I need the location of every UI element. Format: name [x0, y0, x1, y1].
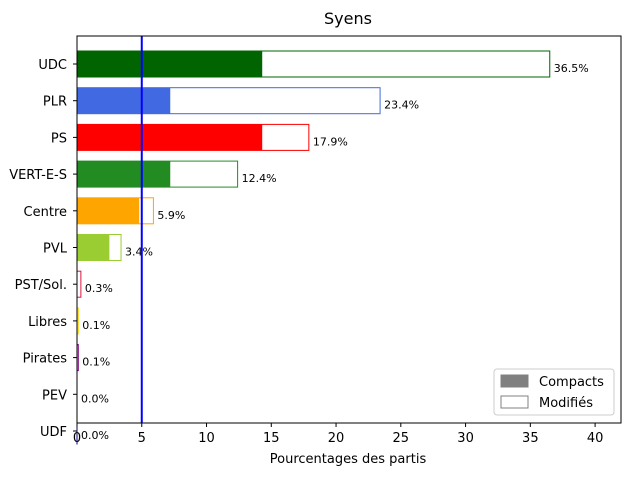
x-tick-label-20: 20 [328, 431, 345, 446]
bar-compacts-plr [77, 87, 171, 114]
legend-label-compacts: Compacts [539, 375, 604, 390]
legend: Compacts Modifiés [493, 368, 615, 416]
legend-swatch-modifies [500, 395, 529, 409]
bar-compacts-centre [77, 197, 140, 224]
category-label-vert-e-s: VERT-E-S [9, 168, 67, 183]
pct-label-pst-sol: 0.3% [85, 282, 113, 295]
category-label-pirates: Pirates [23, 352, 68, 367]
category-label-centre: Centre [24, 205, 67, 220]
pct-label-plr: 23.4% [384, 99, 419, 112]
pct-label-centre: 5.9% [157, 209, 185, 222]
x-tick-label-15: 15 [263, 431, 280, 446]
x-tick-label-0: 0 [73, 431, 81, 446]
category-label-plr: PLR [43, 95, 67, 110]
pct-label-vert-e-s: 12.4% [242, 172, 277, 185]
bar-compacts-vert-e-s [77, 161, 171, 188]
x-axis-label: Pourcentages des partis [270, 452, 427, 467]
x-tick-label-5: 5 [138, 431, 146, 446]
chart-title: Syens [324, 9, 372, 28]
x-axis-ticks: 0 5 10 15 20 25 30 35 40 [73, 423, 604, 446]
category-label-pst-sol: PST/Sol. [15, 278, 67, 293]
bar-compacts-pvl [77, 234, 110, 261]
category-label-udf: UDF [40, 425, 67, 440]
category-label-udc: UDC [38, 58, 67, 73]
x-tick-label-25: 25 [393, 431, 410, 446]
pct-label-pev: 0.0% [81, 392, 109, 405]
x-tick-label-10: 10 [198, 431, 215, 446]
plot-frame [76, 35, 622, 424]
pct-label-ps: 17.9% [313, 135, 348, 148]
legend-swatch-compacts [500, 374, 529, 388]
category-label-libres: Libres [28, 315, 67, 330]
category-labels: UDC PLR PS VERT-E-S Centre PVL PST/Sol. Libres P… [9, 58, 77, 440]
pct-label-udf: 0.0% [81, 429, 109, 442]
percentage-labels: 36.5% 23.4% 17.9% 12.4% 5.9% 3.4% 0.3% 0.1% 0.1%… [81, 62, 589, 442]
pct-label-libres: 0.1% [82, 319, 110, 332]
category-label-pvl: PVL [43, 242, 68, 257]
legend-label-modifies: Modifiés [539, 396, 593, 411]
x-tick-label-30: 30 [457, 431, 474, 446]
pct-label-pvl: 3.4% [125, 246, 153, 259]
x-tick-label-40: 40 [587, 431, 604, 446]
bar-modifies-pst-sol [76, 270, 82, 298]
pct-label-udc: 36.5% [554, 62, 589, 75]
x-tick-label-35: 35 [522, 431, 539, 446]
bar-compacts-ps [77, 124, 263, 151]
bar-compacts-udc [77, 51, 263, 77]
pct-label-pirates: 0.1% [82, 356, 110, 369]
bars-group [76, 50, 551, 445]
category-label-pev: PEV [42, 388, 67, 403]
category-label-ps: PS [51, 131, 67, 146]
